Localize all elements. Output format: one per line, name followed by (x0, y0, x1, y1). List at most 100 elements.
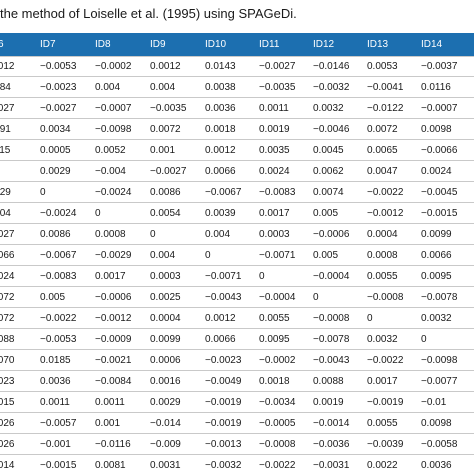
row-value-partial: 0015 (0, 397, 15, 408)
table-cell: −0.0002 (95, 61, 132, 72)
row-value-partial: 091 (0, 124, 11, 135)
table-cell: 0.0036 (205, 103, 236, 114)
table-row: 0.0029 −0.004 −0.0027 0.0066 0.0024 0.0062 0.0… (0, 161, 474, 182)
table-cell: 0.0065 (367, 145, 398, 156)
table-row: 115 0.0005 0.0052 0.001 0.0012 0.0035 0.0045 0.… (0, 140, 474, 161)
table-cell: 0.0086 (150, 187, 181, 198)
table-cell: 0.0039 (205, 208, 236, 219)
table-cell: −0.0045 (421, 187, 458, 198)
table-cell: −0.0083 (40, 271, 77, 282)
table-cell: 0.0185 (40, 355, 71, 366)
table-cell: −0.0071 (259, 250, 296, 261)
table-cell: 0.0003 (150, 271, 181, 282)
table-cell: −0.0014 (313, 418, 350, 429)
table-cell: 0 (40, 187, 46, 198)
table-cell: 0.0017 (259, 208, 290, 219)
table-cell: −0.0022 (367, 187, 404, 198)
table-row: 0014 −0.0015 0.0081 0.0031 −0.0032 −0.0022 −0.… (0, 455, 474, 474)
table-cell: −0.0043 (313, 355, 350, 366)
table-cell: −0.0122 (367, 103, 404, 114)
table-cell: −0.0046 (313, 124, 350, 135)
table-cell: 0 (95, 208, 101, 219)
table-cell: −0.0066 (421, 145, 458, 156)
table-row: 0026 −0.0057 0.001 −0.014 −0.0019 −0.0005 −0.0… (0, 413, 474, 434)
table-row: 0026 −0.001 −0.0116 −0.009 −0.0013 −0.0008 −0.… (0, 434, 474, 455)
table-cell: −0.0057 (40, 418, 77, 429)
table-cell: −0.0023 (205, 355, 242, 366)
table-cell: 0.0004 (150, 313, 181, 324)
row-value-partial: 0027 (0, 229, 15, 240)
table-cell: 0 (205, 250, 211, 261)
table-cell: 0.0099 (421, 229, 452, 240)
table-cell: 0.0035 (259, 145, 290, 156)
table-cell: −0.0037 (421, 61, 458, 72)
table-row: 0072 −0.0022 −0.0012 0.0004 0.0012 0.0055 −0.0… (0, 308, 474, 329)
row-value-partial: 0014 (0, 460, 15, 471)
row-value-partial: 0026 (0, 418, 15, 429)
table-cell: 0.0004 (367, 229, 398, 240)
table-cell: 0.0005 (40, 145, 71, 156)
table-cell: 0.001 (95, 418, 121, 429)
table-cell: −0.0022 (367, 355, 404, 366)
table-cell: −0.01 (421, 397, 447, 408)
table-row: 0066 −0.0067 −0.0029 0.004 0 −0.0071 0.005 0.00… (0, 245, 474, 266)
table-cell: 0.0116 (421, 82, 451, 93)
table-cell: 0.0074 (313, 187, 344, 198)
table-cell: −0.0053 (40, 61, 77, 72)
table-cell: 0.0036 (40, 376, 71, 387)
table-cell: 0.0036 (421, 460, 452, 471)
table-cell: −0.004 (95, 166, 126, 177)
table-cell: −0.0019 (367, 397, 404, 408)
column-header: ID12 (313, 39, 335, 50)
table-cell: 0 (421, 334, 427, 345)
column-header: ID14 (421, 39, 443, 50)
table-cell: −0.0004 (259, 292, 296, 303)
table-cell: −0.0008 (259, 439, 296, 450)
row-value-partial: 0072 (0, 313, 15, 324)
table-cell: −0.0027 (40, 103, 77, 114)
table-cell: −0.0006 (95, 292, 132, 303)
table-cell: 0.0011 (95, 397, 125, 408)
table-cell: 0.004 (150, 250, 176, 261)
column-header: ID10 (205, 39, 227, 50)
table-cell: −0.0116 (95, 439, 131, 450)
table-cell: −0.0005 (259, 418, 296, 429)
table-cell: 0 (313, 292, 319, 303)
column-header: ID13 (367, 39, 389, 50)
table-cell: 0.005 (313, 208, 339, 219)
table-cell: 0.0052 (95, 145, 126, 156)
table-cell: 0.0099 (150, 334, 181, 345)
table-cell: −0.0041 (367, 82, 404, 93)
table-cell: −0.0058 (421, 439, 458, 450)
table-cell: 0.0006 (150, 355, 181, 366)
row-value-partial: 0024 (0, 271, 15, 282)
table-cell: −0.0032 (205, 460, 242, 471)
table-cell: 0.0019 (313, 397, 344, 408)
table-cell: 0.0038 (205, 82, 236, 93)
table-row: 091 0.0034 −0.0098 0.0072 0.0018 0.0019 −0.004… (0, 119, 474, 140)
table-cell: 0.0086 (40, 229, 71, 240)
table-cell: 0.0095 (259, 334, 290, 345)
row-value-partial: 0023 (0, 376, 15, 387)
table-cell: 0.0053 (367, 61, 398, 72)
table-cell: −0.0036 (313, 439, 350, 450)
table-cell: −0.0049 (205, 376, 242, 387)
table-cell: 0.0055 (367, 271, 398, 282)
table-cell: 0.0029 (150, 397, 181, 408)
table-cell: 0.0066 (205, 334, 236, 345)
table-cell: −0.0039 (367, 439, 404, 450)
table-cell: −0.0024 (95, 187, 132, 198)
table-cell: −0.0022 (40, 313, 77, 324)
table-cell: −0.001 (40, 439, 71, 450)
table-cell: −0.014 (150, 418, 181, 429)
table-cell: 0.0055 (259, 313, 290, 324)
table-cell: −0.0012 (95, 313, 132, 324)
table-cell: 0.004 (205, 229, 231, 240)
table-cell: 0.0024 (259, 166, 290, 177)
table-cell: −0.0067 (40, 250, 77, 261)
table-cell: 0.0008 (367, 250, 398, 261)
table-cell: 0.0008 (95, 229, 126, 240)
table-cell: 0.0024 (421, 166, 452, 177)
table-cell: 0.0012 (205, 313, 236, 324)
table-cell: 0.0018 (259, 376, 290, 387)
